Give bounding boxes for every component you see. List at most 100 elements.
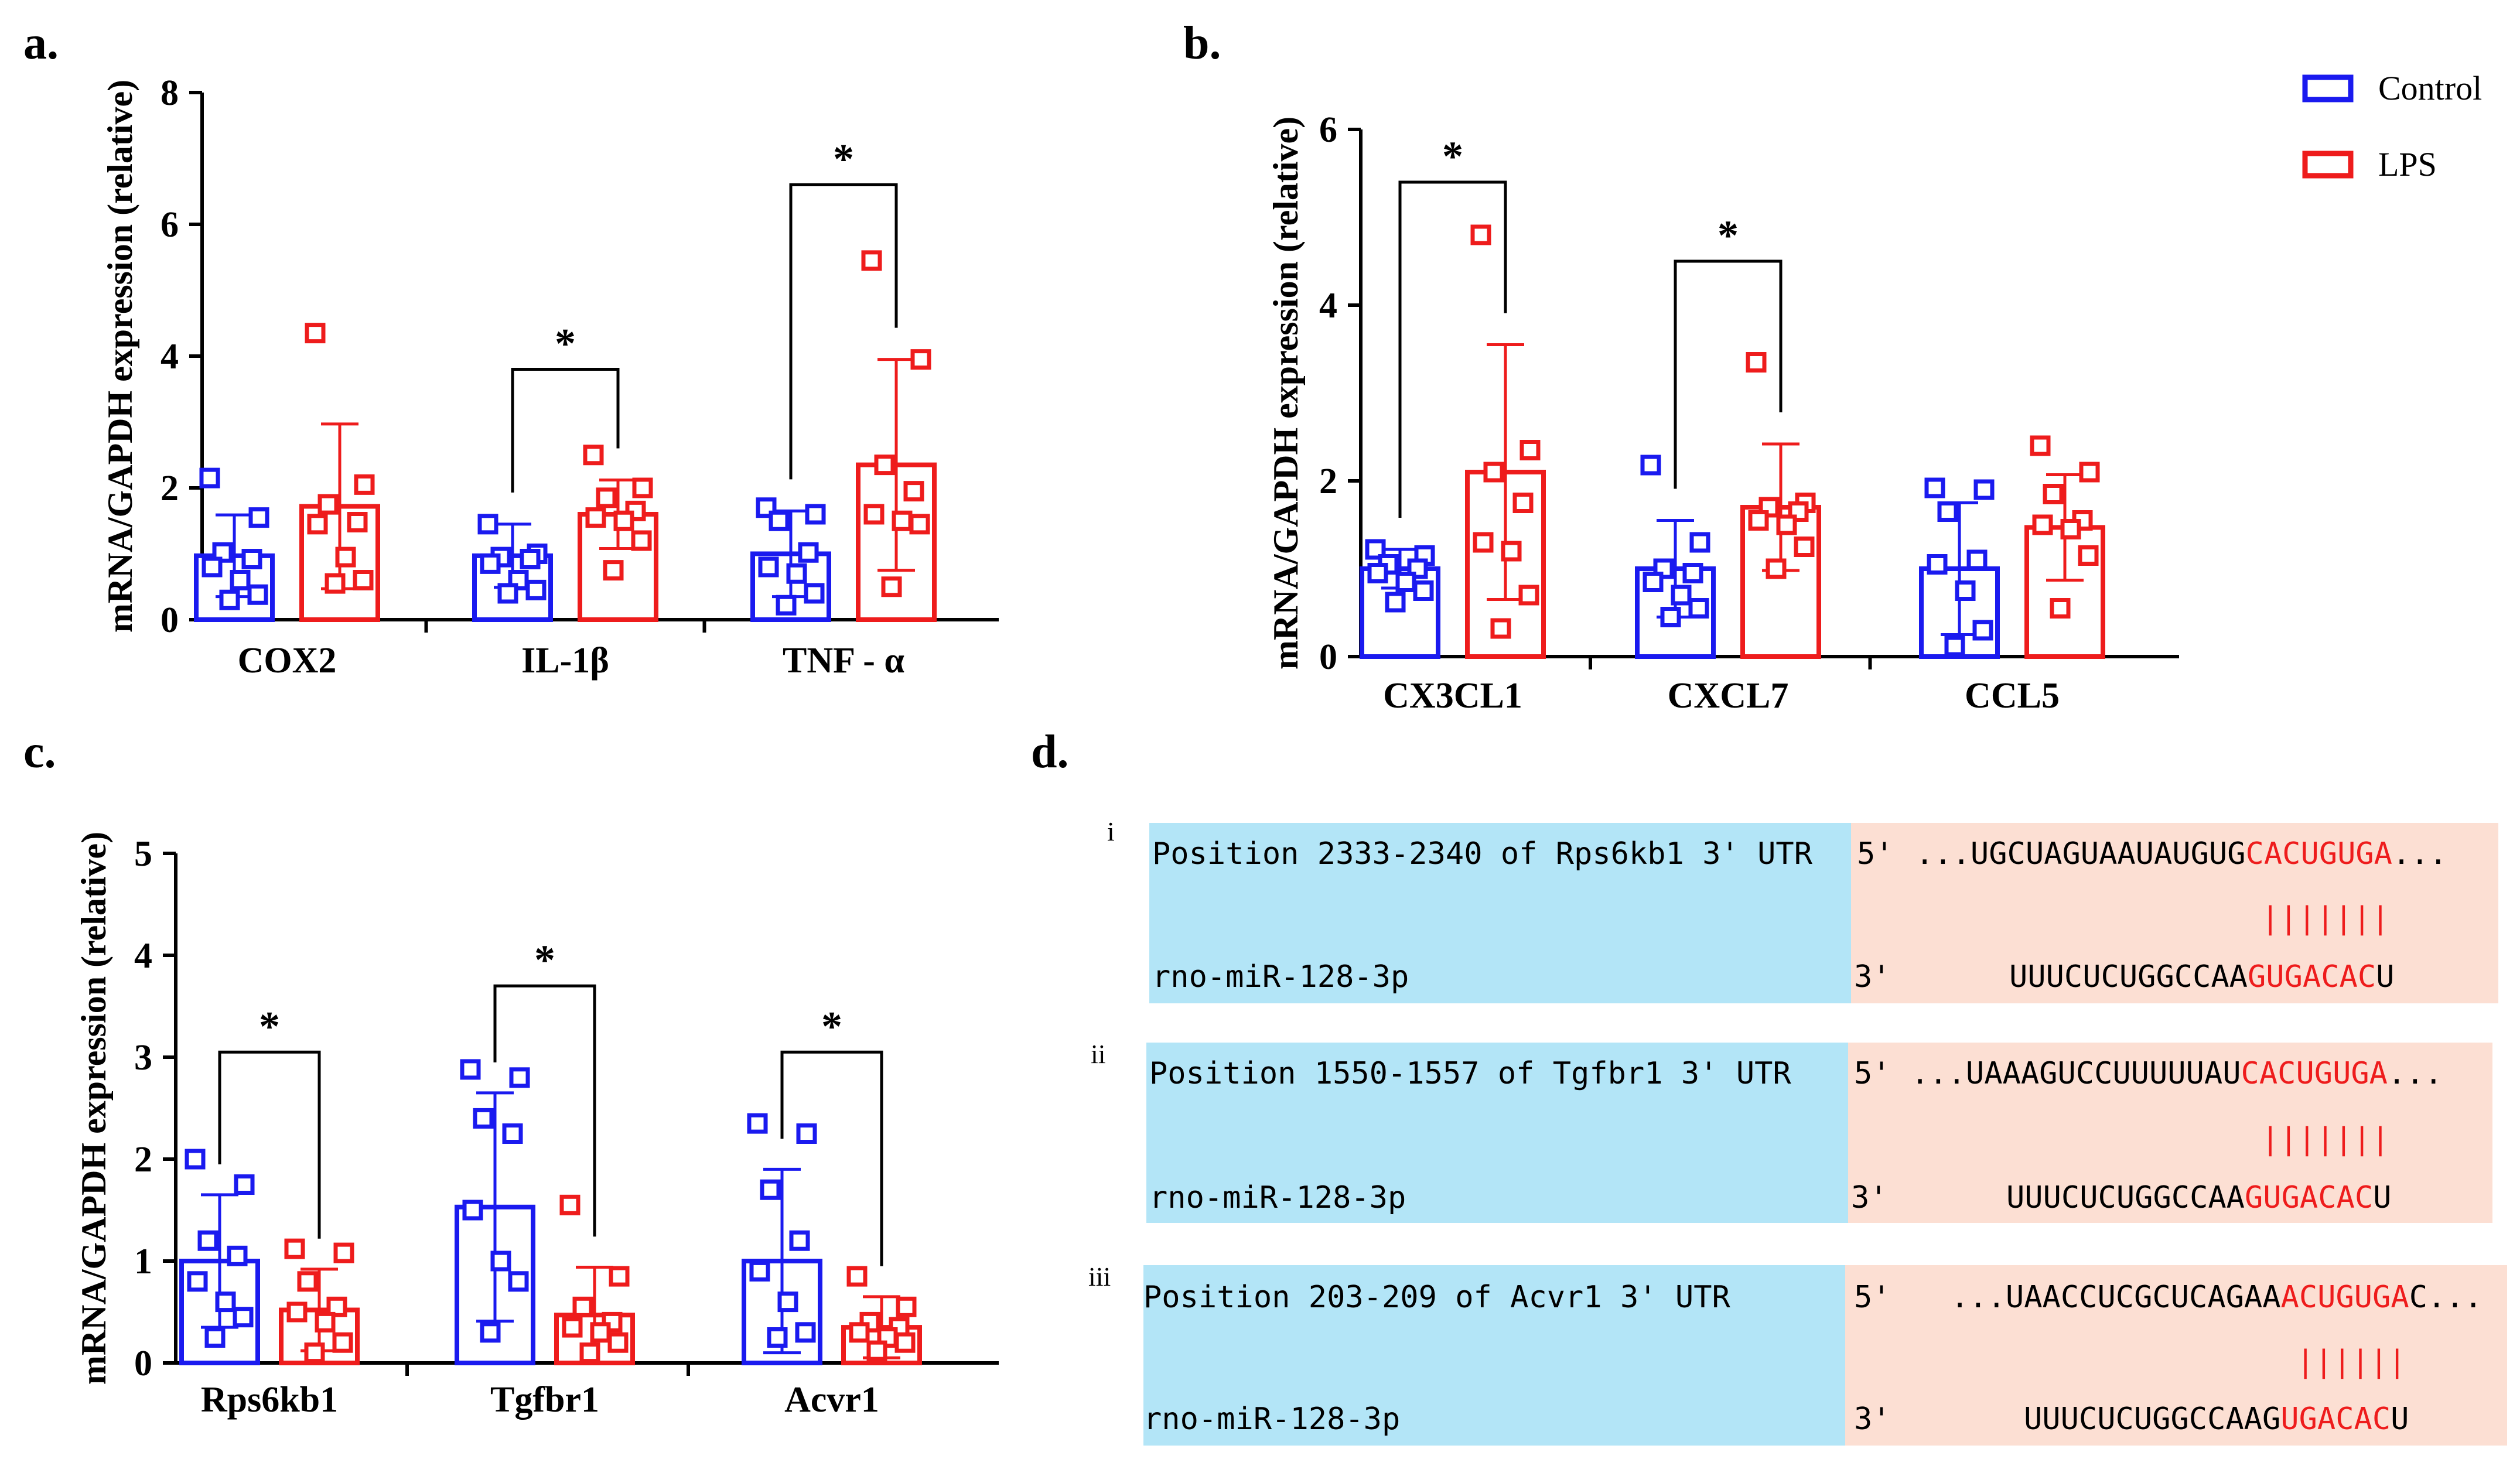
chart-2-ytick-label-1: 1 xyxy=(134,1242,152,1282)
chart-0-point-0-2-1 xyxy=(805,504,826,525)
chart-2-point-0-0-2 xyxy=(197,1230,218,1251)
row-ii-peach-box xyxy=(1848,1043,2492,1223)
chart-2-point-1-0-6 xyxy=(332,1332,353,1353)
chart-2-point-1-1-7 xyxy=(579,1342,600,1364)
chart-0-y-axis-label: mRNA/GAPDH expression (relative) xyxy=(101,80,139,633)
row-i-base-pairs: ||||||| xyxy=(2261,901,2389,936)
row-iii-3prime: 3' xyxy=(1854,1402,1891,1437)
chart-0-point-1-2-1 xyxy=(910,349,931,370)
row-i-5prime: 5' xyxy=(1857,836,1894,872)
chart-2-point-1-2-7 xyxy=(866,1340,887,1361)
row-ii-mirna: rno-miR-128-3p xyxy=(1149,1180,1406,1215)
row-iii-numeral: iii xyxy=(1088,1262,1111,1292)
chart-1-ytick-label-4: 4 xyxy=(1319,286,1337,326)
chart-1-point-0-1-3 xyxy=(1682,563,1703,583)
chart-0-point-1-1-5 xyxy=(613,510,634,531)
chart-1-point-0-2-3 xyxy=(1966,549,1988,570)
chart-1-point-1-2-1 xyxy=(2079,462,2100,483)
chart-0-significance-bracket-2 xyxy=(789,183,898,480)
chart-0-point-0-2-4 xyxy=(758,556,779,578)
chart-0-point-0-0-2 xyxy=(212,542,233,563)
chart-2-category-label-1: Tgfbr1 xyxy=(490,1380,599,1420)
chart-1-point-0-2-6 xyxy=(1972,620,1993,641)
chart-0-point-1-2-2 xyxy=(874,455,895,476)
chart-1-point-0-0-0 xyxy=(1365,539,1386,560)
chart-1-point-0-2-1 xyxy=(1973,479,1995,500)
chart-1-category-label-1: CXCL7 xyxy=(1668,676,1789,716)
chart-1-point-0-0-6 xyxy=(1413,580,1434,601)
chart-2-point-0-0-4 xyxy=(187,1271,208,1292)
chart-1-point-1-2-4 xyxy=(2032,514,2053,535)
chart-2-significance-star-0: * xyxy=(259,1003,280,1050)
panel-b-label: b. xyxy=(1183,18,1221,69)
chart-0-point-1-0-3 xyxy=(347,512,368,532)
chart-1-point-1-0-7 xyxy=(1490,618,1511,639)
alignment-row-iii: iii Position 203-209 of Acvr1 3' UTR rno… xyxy=(1088,1262,2507,1446)
chart-0-point-1-0-1 xyxy=(354,474,375,495)
chart-0-ytick-label-0: 0 xyxy=(161,600,179,640)
chart-0-point-0-1-7 xyxy=(497,583,518,604)
row-ii-mirna-sequence: UUUCUCUGGCCAAGUGACACU xyxy=(2006,1180,2391,1215)
chart-0-point-1-2-3 xyxy=(903,481,924,502)
chart-0-point-0-1-3 xyxy=(520,549,541,569)
chart-1-point-0-2-4 xyxy=(1927,554,1948,575)
chart-1-point-1-0-0 xyxy=(1470,224,1491,245)
chart-2-point-1-2-6 xyxy=(894,1332,916,1353)
chart-1-point-0-1-1 xyxy=(1689,532,1710,553)
chart-2-point-0-0-5 xyxy=(215,1292,236,1313)
chart-2-point-1-1-2 xyxy=(572,1296,593,1317)
row-iii-5prime: 5' xyxy=(1854,1280,1891,1315)
chart-1-point-1-1-0 xyxy=(1746,352,1767,373)
chart-0-ytick-label-8: 8 xyxy=(161,73,179,113)
row-iii-peach-box xyxy=(1845,1265,2507,1446)
chart-2-point-0-1-4 xyxy=(462,1200,483,1221)
chart-0-point-0-2-6 xyxy=(804,583,825,604)
chart-0-point-1-2-4 xyxy=(863,504,885,525)
chart-1-point-0-2-5 xyxy=(1955,580,1976,601)
chart-1-point-1-1-5 xyxy=(1776,514,1797,535)
chart-a: mRNA/GAPDH expression (relative) 0 2 4 6 8 COX… xyxy=(101,73,999,681)
chart-2-point-0-2-0 xyxy=(747,1113,768,1134)
chart-1-point-1-1-3 xyxy=(1788,501,1809,522)
chart-1-point-1-0-2 xyxy=(1483,462,1504,483)
chart-2-significance-bracket-0 xyxy=(218,1050,321,1239)
chart-0-point-1-0-5 xyxy=(335,546,356,568)
chart-0-category-label-2: TNF - α xyxy=(783,641,904,681)
chart-1-category-label-0: CX3CL1 xyxy=(1383,676,1522,716)
chart-0-point-0-1-0 xyxy=(477,514,498,535)
chart-1-point-0-2-0 xyxy=(1924,477,1945,498)
row-i-peach-box xyxy=(1851,823,2498,1003)
chart-2-point-1-0-4 xyxy=(286,1301,308,1323)
chart-1-point-0-0-5 xyxy=(1395,572,1416,592)
chart-1-point-1-1-4 xyxy=(1748,510,1769,531)
chart-1-significance-star-1: * xyxy=(1717,212,1739,259)
chart-0-point-1-1-0 xyxy=(583,445,604,466)
chart-1-point-1-2-5 xyxy=(2060,519,2081,539)
chart-2-point-0-2-7 xyxy=(767,1327,788,1348)
chart-1-point-1-0-1 xyxy=(1519,440,1541,460)
chart-1-category-label-2: CCL5 xyxy=(1965,676,2060,716)
chart-0-point-0-2-5 xyxy=(786,563,807,584)
chart-0-category-label-1: IL-1β xyxy=(521,641,609,681)
chart-1-point-1-2-6 xyxy=(2078,545,2099,566)
legend-lps-swatch xyxy=(2302,151,2354,179)
panel-c-label: c. xyxy=(23,726,56,778)
alignment-row-i: i Position 2333-2340 of Rps6kb1 3' UTR r… xyxy=(1107,816,2498,1003)
chart-c: mRNA/GAPDH expression (relative) 0 1 2 3 4 5 Rp… xyxy=(74,832,999,1420)
row-i-3prime: 3' xyxy=(1854,959,1891,995)
chart-0-point-0-0-7 xyxy=(219,589,240,610)
chart-2-significance-star-1: * xyxy=(534,937,555,983)
chart-1-y-axis-label: mRNA/GAPDH expression (relative) xyxy=(1266,117,1305,669)
chart-2-point-0-1-5 xyxy=(490,1250,511,1272)
chart-2-ytick-label-3: 3 xyxy=(134,1038,152,1078)
row-iii-blue-box xyxy=(1143,1265,1845,1446)
panel-d-label: d. xyxy=(1031,726,1069,778)
chart-0-point-1-2-6 xyxy=(909,514,930,535)
chart-2-point-0-1-3 xyxy=(502,1123,523,1144)
chart-2-ytick-label-2: 2 xyxy=(134,1140,152,1180)
chart-2-point-0-0-0 xyxy=(185,1149,206,1170)
chart-1-point-1-0-6 xyxy=(1518,585,1539,606)
chart-0-point-0-0-1 xyxy=(248,507,269,528)
chart-2-point-0-0-1 xyxy=(234,1174,255,1195)
chart-0-ytick-label-6: 6 xyxy=(161,205,179,245)
